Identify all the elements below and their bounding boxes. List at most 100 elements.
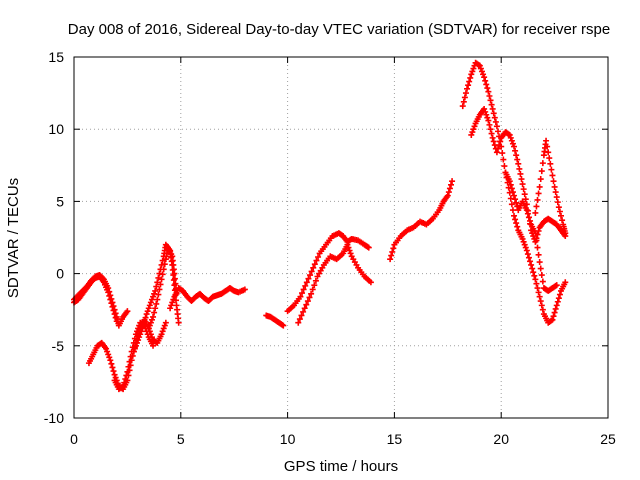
data-point: [150, 313, 157, 320]
data-point: [523, 247, 530, 254]
data-point: [104, 348, 111, 355]
data-point: [175, 319, 182, 326]
data-point: [480, 71, 487, 78]
data-point: [550, 178, 557, 185]
data-point: [155, 291, 162, 298]
data-point: [558, 212, 565, 219]
data-point: [512, 216, 519, 223]
data-point: [300, 308, 307, 315]
data-point: [500, 156, 507, 163]
data-point: [477, 65, 484, 72]
data-point: [159, 328, 166, 335]
data-point: [486, 121, 493, 128]
data-point: [520, 186, 527, 193]
data-points: [71, 59, 569, 393]
data-point: [131, 345, 138, 352]
data-point: [145, 305, 152, 312]
y-axis-label: SDTVAR / TECUs: [5, 178, 22, 298]
data-point: [161, 322, 168, 329]
data-point: [107, 296, 114, 303]
data-point: [513, 199, 520, 206]
data-point: [308, 290, 315, 297]
data-point: [532, 230, 539, 237]
x-tick-label: 20: [493, 431, 509, 447]
data-point: [110, 307, 117, 314]
data-point: [511, 192, 518, 199]
data-point: [144, 308, 151, 315]
data-point: [550, 313, 557, 320]
data-point: [538, 302, 545, 309]
data-point: [344, 241, 351, 248]
data-point: [153, 300, 160, 307]
data-point: [548, 166, 555, 173]
data-point: [305, 275, 312, 282]
data-point: [150, 342, 157, 349]
data-point: [545, 149, 552, 156]
data-point: [536, 293, 543, 300]
data-point: [513, 220, 520, 227]
data-point: [497, 138, 504, 145]
data-point: [468, 131, 475, 138]
data-point: [492, 118, 499, 125]
data-point: [298, 312, 305, 319]
data-point: [158, 276, 165, 283]
data-point: [511, 212, 518, 219]
data-point: [141, 318, 148, 325]
data-point: [154, 296, 161, 303]
data-point: [543, 137, 550, 144]
data-point: [519, 181, 526, 188]
data-point: [482, 77, 489, 84]
data-point: [553, 302, 560, 309]
data-point: [124, 368, 131, 375]
data-point: [313, 257, 320, 264]
data-point: [501, 163, 508, 170]
data-point: [532, 276, 539, 283]
data-point: [111, 371, 118, 378]
data-point: [465, 82, 472, 89]
data-point: [123, 372, 130, 379]
data-point: [139, 325, 146, 332]
data-point: [549, 172, 556, 179]
data-point: [148, 296, 155, 303]
data-point: [315, 253, 322, 260]
data-point: [507, 134, 514, 141]
data-point: [127, 353, 134, 360]
data-point: [138, 328, 145, 335]
x-axis-label: GPS time / hours: [284, 458, 398, 475]
data-point: [491, 114, 498, 121]
data-point: [556, 208, 563, 215]
data-point: [301, 305, 308, 312]
data-point: [130, 348, 137, 355]
data-point: [538, 168, 545, 175]
grid-lines: [74, 57, 608, 418]
data-point: [531, 272, 538, 279]
data-point: [469, 129, 476, 136]
data-point: [108, 360, 115, 367]
data-point: [160, 325, 167, 332]
data-point: [448, 181, 455, 188]
data-point: [552, 305, 559, 312]
data-point: [157, 281, 164, 288]
y-tick-label: 0: [56, 266, 64, 282]
data-point: [532, 209, 539, 216]
data-point: [485, 117, 492, 124]
plot-frame: [73, 56, 609, 419]
data-point: [140, 321, 147, 328]
series-11: [387, 178, 456, 263]
data-point: [460, 98, 467, 105]
data-point: [111, 311, 118, 318]
data-point: [469, 68, 476, 75]
data-point: [132, 342, 139, 349]
data-point: [126, 358, 133, 365]
data-point: [494, 145, 501, 152]
data-point: [468, 71, 475, 78]
data-point: [387, 256, 394, 263]
data-point: [109, 303, 116, 310]
data-point: [148, 316, 155, 323]
data-point: [150, 293, 157, 300]
data-point: [494, 128, 501, 135]
series-7: [167, 285, 248, 312]
data-point: [493, 123, 500, 130]
data-point: [553, 282, 560, 289]
